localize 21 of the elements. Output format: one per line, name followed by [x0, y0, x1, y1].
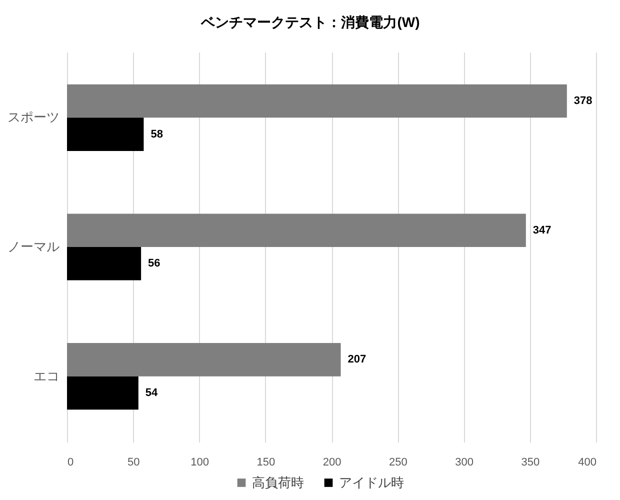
x-tick-label: 250	[388, 456, 408, 468]
legend-label: アイドル時	[339, 474, 404, 490]
y-tick-label: スポーツ	[8, 110, 60, 125]
x-tick-label: 300	[455, 456, 474, 468]
data-label: 207	[348, 354, 366, 366]
data-label: 56	[148, 258, 160, 270]
legend-label: 高負荷時	[252, 474, 304, 490]
chart-title: ベンチマークテスト：消費電力(W)	[200, 14, 420, 30]
data-label: 347	[532, 224, 552, 236]
x-tick-label: 150	[256, 456, 276, 468]
y-tick-label: ノーマル	[8, 239, 60, 254]
x-tick-label: 0	[68, 456, 74, 468]
x-tick-label: 350	[521, 456, 540, 468]
data-label: 58	[150, 128, 163, 140]
x-tick-label: 400	[578, 456, 596, 468]
x-tick-label: 200	[322, 456, 342, 468]
data-label: 378	[574, 94, 592, 107]
y-tick-label: エコ	[34, 368, 60, 384]
x-tick-label: 100	[190, 456, 209, 468]
data-label: 54	[145, 387, 159, 400]
x-tick-label: 50	[128, 456, 140, 468]
